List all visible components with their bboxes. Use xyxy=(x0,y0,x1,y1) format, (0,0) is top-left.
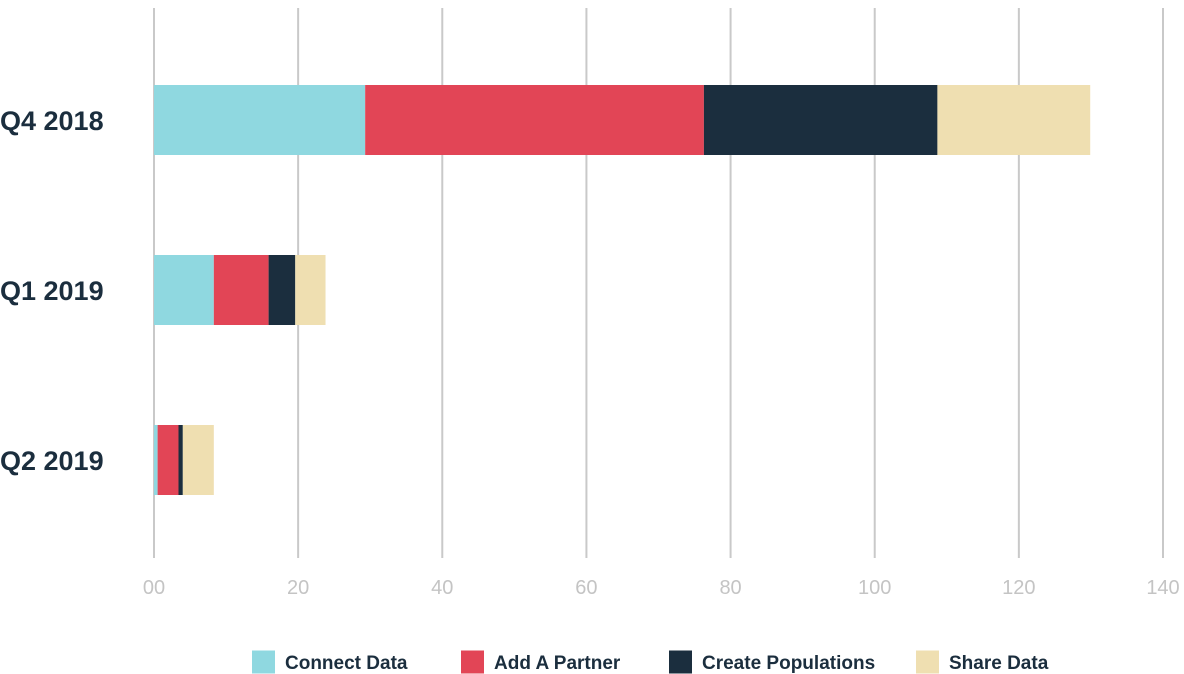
bar-q4-2018-connect-data xyxy=(154,85,366,155)
legend-item-create-populations: Create Populations xyxy=(669,650,875,674)
x-tick-label-0: 00 xyxy=(143,577,165,599)
y-axis-categories: Q4 2018 Q1 2019 Q2 2019 xyxy=(0,106,104,476)
x-tick-label-40: 40 xyxy=(431,577,453,599)
x-tick-label-80: 80 xyxy=(719,577,741,599)
x-tick-label-60: 60 xyxy=(575,577,597,599)
legend-label-add-a-partner: Add A Partner xyxy=(494,653,621,674)
bar-q2-2019-create-populations xyxy=(178,425,183,495)
legend-item-connect-data: Connect Data xyxy=(252,650,408,674)
category-label-q1-2019: Q1 2019 xyxy=(0,276,104,306)
legend-label-share-data: Share Data xyxy=(949,653,1049,674)
legend-item-share-data: Share Data xyxy=(916,650,1049,674)
bar-q1-2019-create-populations xyxy=(268,255,296,325)
bar-q4-2018-share-data xyxy=(937,85,1091,155)
x-tick-label-120: 120 xyxy=(1002,577,1035,599)
legend-label-create-populations: Create Populations xyxy=(702,653,875,674)
category-label-q2-2019: Q2 2019 xyxy=(0,446,104,476)
x-tick-label-140: 140 xyxy=(1146,577,1179,599)
category-label-q4-2018: Q4 2018 xyxy=(0,106,104,136)
legend-item-add-a-partner: Add A Partner xyxy=(461,650,621,674)
bar-q2-2019-share-data xyxy=(182,425,214,495)
x-tick-label-100: 100 xyxy=(858,577,891,599)
x-axis-ticks: 00 20 40 60 80 100 120 140 xyxy=(143,577,1180,599)
bar-q2-2019-add-a-partner xyxy=(157,425,179,495)
legend: Connect Data Add A Partner Create Populati… xyxy=(252,650,1049,674)
legend-swatch-share-data xyxy=(916,650,939,674)
bar-q1-2019-add-a-partner xyxy=(213,255,269,325)
bar-q2-2019-connect-data xyxy=(154,425,158,495)
legend-swatch-add-a-partner xyxy=(461,650,484,674)
x-tick-label-20: 20 xyxy=(287,577,309,599)
bar-q1-2019-connect-data xyxy=(154,255,214,325)
bar-q1-2019-share-data xyxy=(295,255,326,325)
legend-label-connect-data: Connect Data xyxy=(285,653,408,674)
legend-swatch-create-populations xyxy=(669,650,692,674)
bar-q4-2018-add-a-partner xyxy=(365,85,704,155)
legend-swatch-connect-data xyxy=(252,650,275,674)
bar-q4-2018-create-populations xyxy=(703,85,938,155)
bars xyxy=(154,85,1091,495)
